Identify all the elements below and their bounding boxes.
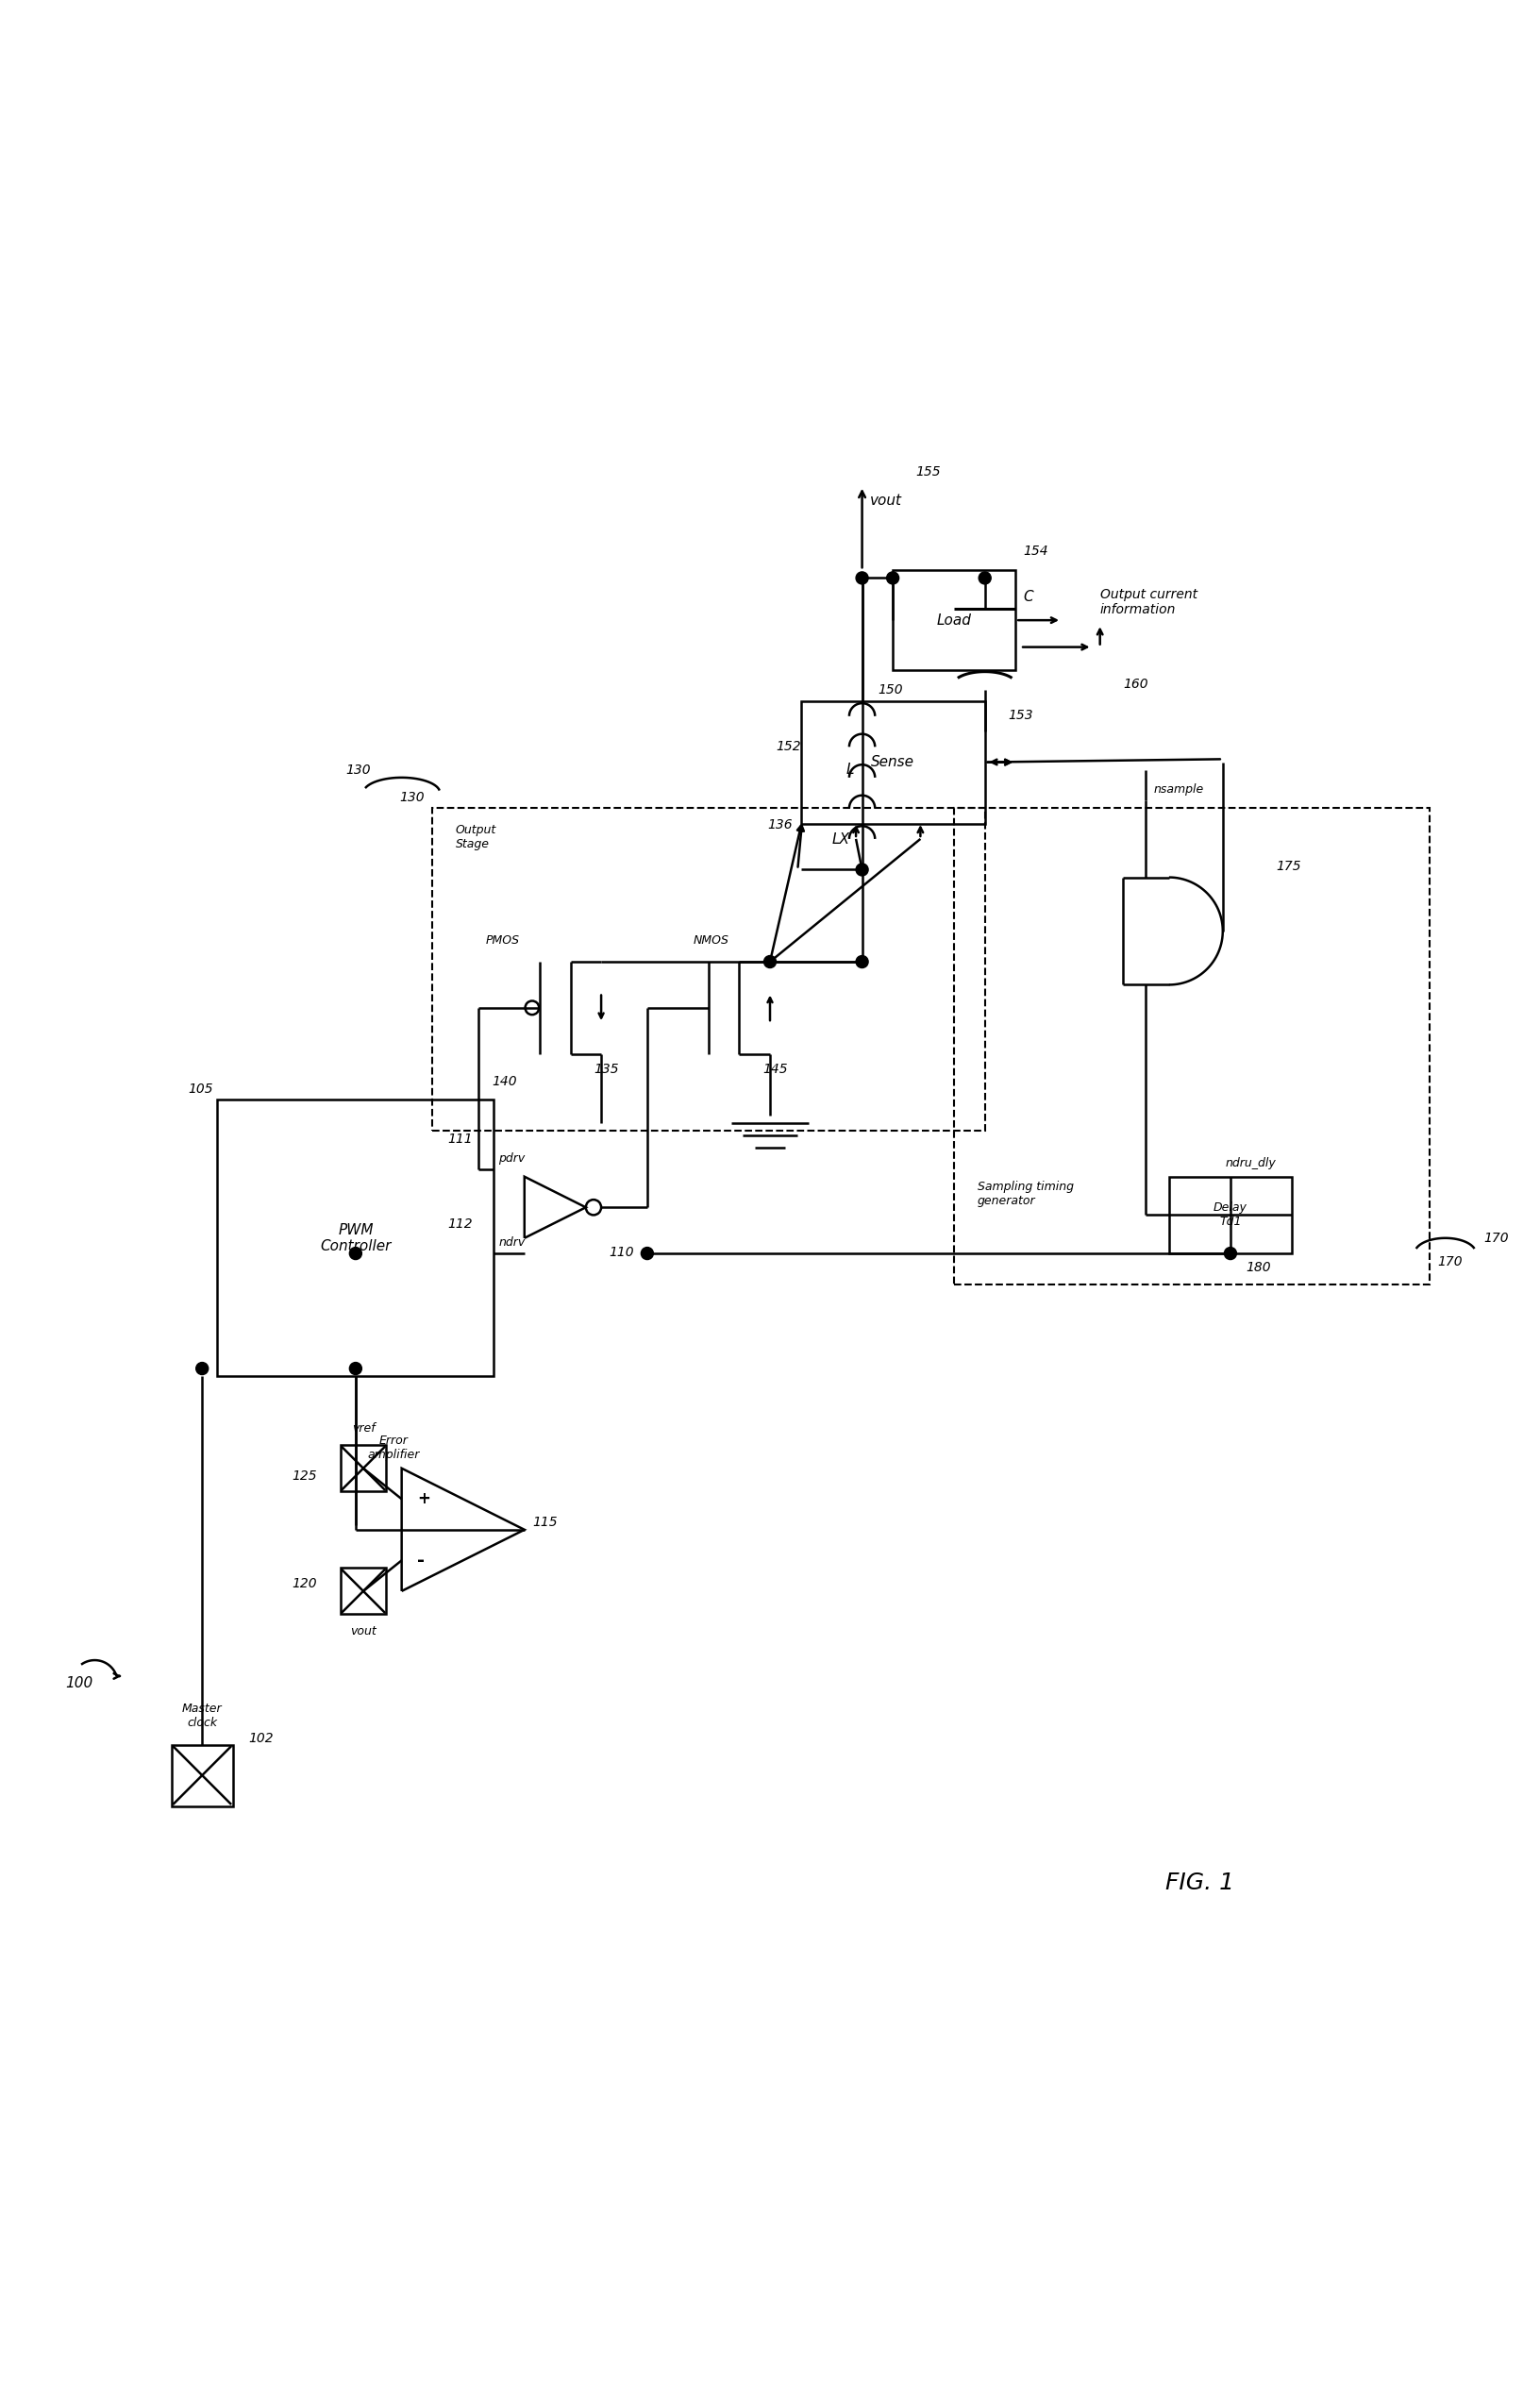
Text: 115: 115 <box>533 1516 557 1528</box>
Circle shape <box>350 1361 362 1376</box>
Text: 135: 135 <box>593 1063 619 1075</box>
Bar <box>801 701 986 822</box>
Text: Load: Load <box>936 613 972 627</box>
Circle shape <box>350 1247 362 1259</box>
Text: vout: vout <box>350 1626 376 1638</box>
Text: 111: 111 <box>448 1132 473 1147</box>
Text: 160: 160 <box>1123 677 1149 691</box>
Text: 170: 170 <box>1438 1256 1463 1268</box>
Bar <box>955 808 1431 1285</box>
Text: 150: 150 <box>878 682 902 696</box>
Text: vout: vout <box>870 493 902 508</box>
Text: Delay
Td1: Delay Td1 <box>1214 1202 1247 1228</box>
Text: Output
Stage: Output Stage <box>456 822 496 851</box>
Text: L: L <box>847 763 855 777</box>
Text: 154: 154 <box>1023 546 1049 558</box>
Circle shape <box>856 572 869 584</box>
Text: Sampling timing
generator: Sampling timing generator <box>978 1180 1073 1206</box>
Text: nsample: nsample <box>1153 784 1204 796</box>
Text: 153: 153 <box>1007 708 1033 722</box>
Circle shape <box>856 956 869 968</box>
Bar <box>893 570 1015 670</box>
Text: 120: 120 <box>293 1576 317 1590</box>
Text: Sense: Sense <box>872 756 915 770</box>
Text: 112: 112 <box>448 1218 473 1230</box>
Bar <box>340 1445 387 1492</box>
Text: 130: 130 <box>399 791 425 803</box>
Circle shape <box>887 572 899 584</box>
Text: ndru_dly: ndru_dly <box>1226 1156 1277 1168</box>
Text: Master
clock: Master clock <box>182 1702 222 1728</box>
Text: +: + <box>417 1490 430 1507</box>
Text: 136: 136 <box>768 818 793 832</box>
Text: 155: 155 <box>916 465 941 479</box>
Text: 102: 102 <box>248 1731 273 1745</box>
Text: 180: 180 <box>1246 1261 1270 1275</box>
Text: pdrv: pdrv <box>499 1151 525 1163</box>
Text: FIG. 1: FIG. 1 <box>1166 1871 1234 1893</box>
Text: 110: 110 <box>608 1247 634 1259</box>
Text: Error
amplifier: Error amplifier <box>368 1435 420 1461</box>
Text: 125: 125 <box>293 1469 317 1483</box>
Circle shape <box>856 863 869 875</box>
Bar <box>340 1569 387 1614</box>
Bar <box>433 808 986 1130</box>
Text: vref: vref <box>351 1423 374 1435</box>
Circle shape <box>764 956 776 968</box>
Text: 100: 100 <box>66 1676 92 1690</box>
Text: C: C <box>1023 589 1033 603</box>
Text: 152: 152 <box>776 741 801 753</box>
Text: -: - <box>417 1552 425 1569</box>
Text: LX: LX <box>832 832 850 846</box>
Bar <box>217 1099 494 1376</box>
Text: 130: 130 <box>346 763 371 777</box>
Bar <box>171 1745 233 1807</box>
Text: PMOS: PMOS <box>487 935 521 946</box>
Text: 145: 145 <box>762 1063 787 1075</box>
Text: Output current
information: Output current information <box>1100 589 1197 617</box>
Text: 140: 140 <box>491 1075 517 1089</box>
Bar <box>1169 1178 1292 1254</box>
Text: PWM
Controller: PWM Controller <box>320 1223 391 1254</box>
Text: NMOS: NMOS <box>693 935 728 946</box>
Text: 105: 105 <box>188 1082 213 1094</box>
Circle shape <box>979 572 992 584</box>
Text: ndrv: ndrv <box>499 1237 525 1249</box>
Circle shape <box>196 1361 208 1376</box>
Text: 175: 175 <box>1277 861 1301 873</box>
Circle shape <box>1224 1247 1237 1259</box>
Text: 170: 170 <box>1483 1233 1509 1244</box>
Circle shape <box>641 1247 653 1259</box>
